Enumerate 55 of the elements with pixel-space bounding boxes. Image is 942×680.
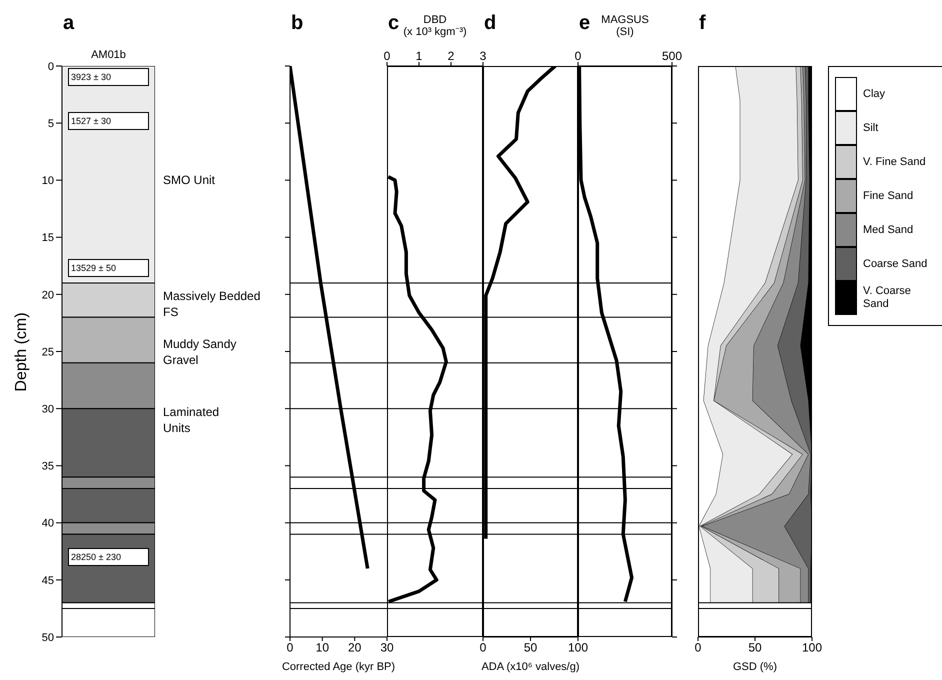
text: Silt [863,122,878,134]
text: Massively Bedded FS [163,288,260,320]
x-axis-title: ADA (x10⁶ valves/g) [480,661,581,673]
text: Fine Sand [863,190,914,202]
text: Clay [863,88,886,100]
x2-tick-label: 0 [384,49,391,63]
x-tick-label: 10 [316,640,330,655]
x-tick-label: 30 [380,640,394,655]
chart-title: d [484,12,496,35]
x2-axis-title: DBD (x 10³ kgm⁻³) [403,14,467,38]
x-tick-label: 100 [802,640,822,655]
x-tick-label: 0 [480,640,487,655]
x-tick-label: 20 [348,640,362,655]
x-axis-title: Corrected Age (kyr BP) [280,661,396,673]
text: Med Sand [863,224,914,236]
text: V. Coarse Sand [863,285,912,311]
y-tick-label: 10 [42,175,54,188]
annotation: 13529 ± 50 [71,262,116,276]
text: Laminated Units [163,404,220,436]
x-tick-label: 100 [568,640,588,655]
chart-title: c [388,12,400,35]
x2-tick-label: 0 [574,49,582,63]
chart-title: f [699,12,706,35]
x2-tick-label: 1 [416,49,423,63]
y-tick-label: 25 [42,346,54,358]
x-tick-label: AM01b [91,49,126,61]
text: Coarse Sand [863,258,928,270]
annotation: 28250 ± 230 [71,551,121,564]
x-tick-label: 0 [286,640,294,655]
x2-tick-label: 2 [448,49,455,63]
x2-axis-title: MAGSUS (SI) [601,14,649,38]
chart-title: b [291,12,304,35]
x-tick-label: 50 [748,640,762,655]
text: Muddy Sandy Gravel [163,336,236,368]
y-tick-label: 5 [48,118,54,130]
y-tick-label: 30 [42,404,54,416]
y-tick-label: 20 [42,289,54,302]
x-tick-label: 50 [524,640,538,655]
y-tick-label: 45 [42,574,54,587]
y-tick-label: 0 [48,60,54,73]
x-tick-label: 0 [694,640,702,655]
text: SMO Unit [163,172,216,188]
y-tick-label: 35 [42,460,54,473]
annotation: 3923 ± 30 [71,71,111,84]
y-tick-label: 15 [42,232,54,244]
y-tick-label: 50 [42,632,54,644]
y-axis-title: Depth (cm) [13,312,31,392]
annotation: 1527 ± 30 [71,114,111,128]
x-axis-title: GSD (%) [732,661,778,673]
chart-title: a [63,12,74,35]
x2-tick-label: 3 [480,49,487,63]
chart-title: e [579,12,590,35]
y-tick-label: 40 [42,518,54,530]
x2-tick-label: 500 [662,49,682,63]
text: V. Fine Sand [863,156,926,168]
